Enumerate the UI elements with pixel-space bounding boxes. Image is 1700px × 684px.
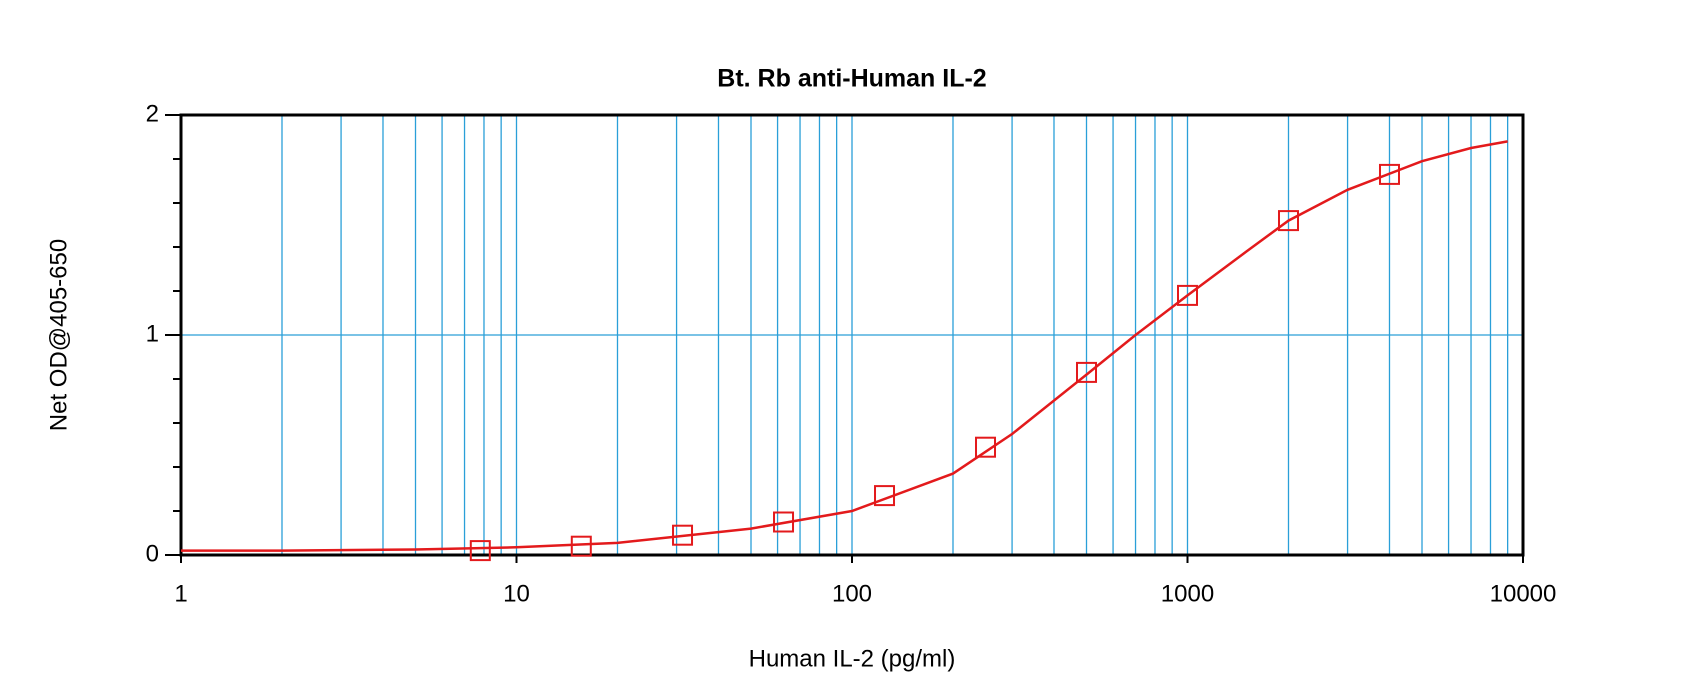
data-point: [672, 524, 694, 546]
x-tick-label: 100: [832, 580, 872, 607]
data-point: [469, 540, 491, 562]
data-point: [1277, 210, 1299, 232]
data-point: [1177, 284, 1198, 306]
data-point: [1076, 361, 1098, 383]
plot-frame: [179, 113, 1525, 557]
data-point: [975, 436, 997, 458]
y-axis-label: Net OD@405-650: [45, 239, 72, 431]
y-tick-label: 2: [146, 100, 159, 127]
x-axis-label: Human IL-2 (pg/ml): [749, 645, 956, 672]
y-tick-label: 1: [146, 320, 159, 347]
chart-title: Bt. Rb anti-Human IL-2: [717, 65, 986, 93]
x-tick-label: 1000: [1161, 580, 1214, 607]
x-tick-label: 10: [503, 580, 530, 607]
fit-curve: [181, 140, 1508, 552]
data-point: [1378, 163, 1400, 185]
x-tick-label: 10000: [1490, 580, 1557, 607]
data-point: [773, 511, 795, 533]
data-point: [874, 485, 896, 507]
x-tick-label: 1: [174, 580, 187, 607]
y-tick-label: 0: [146, 540, 159, 567]
data-point: [570, 535, 592, 557]
